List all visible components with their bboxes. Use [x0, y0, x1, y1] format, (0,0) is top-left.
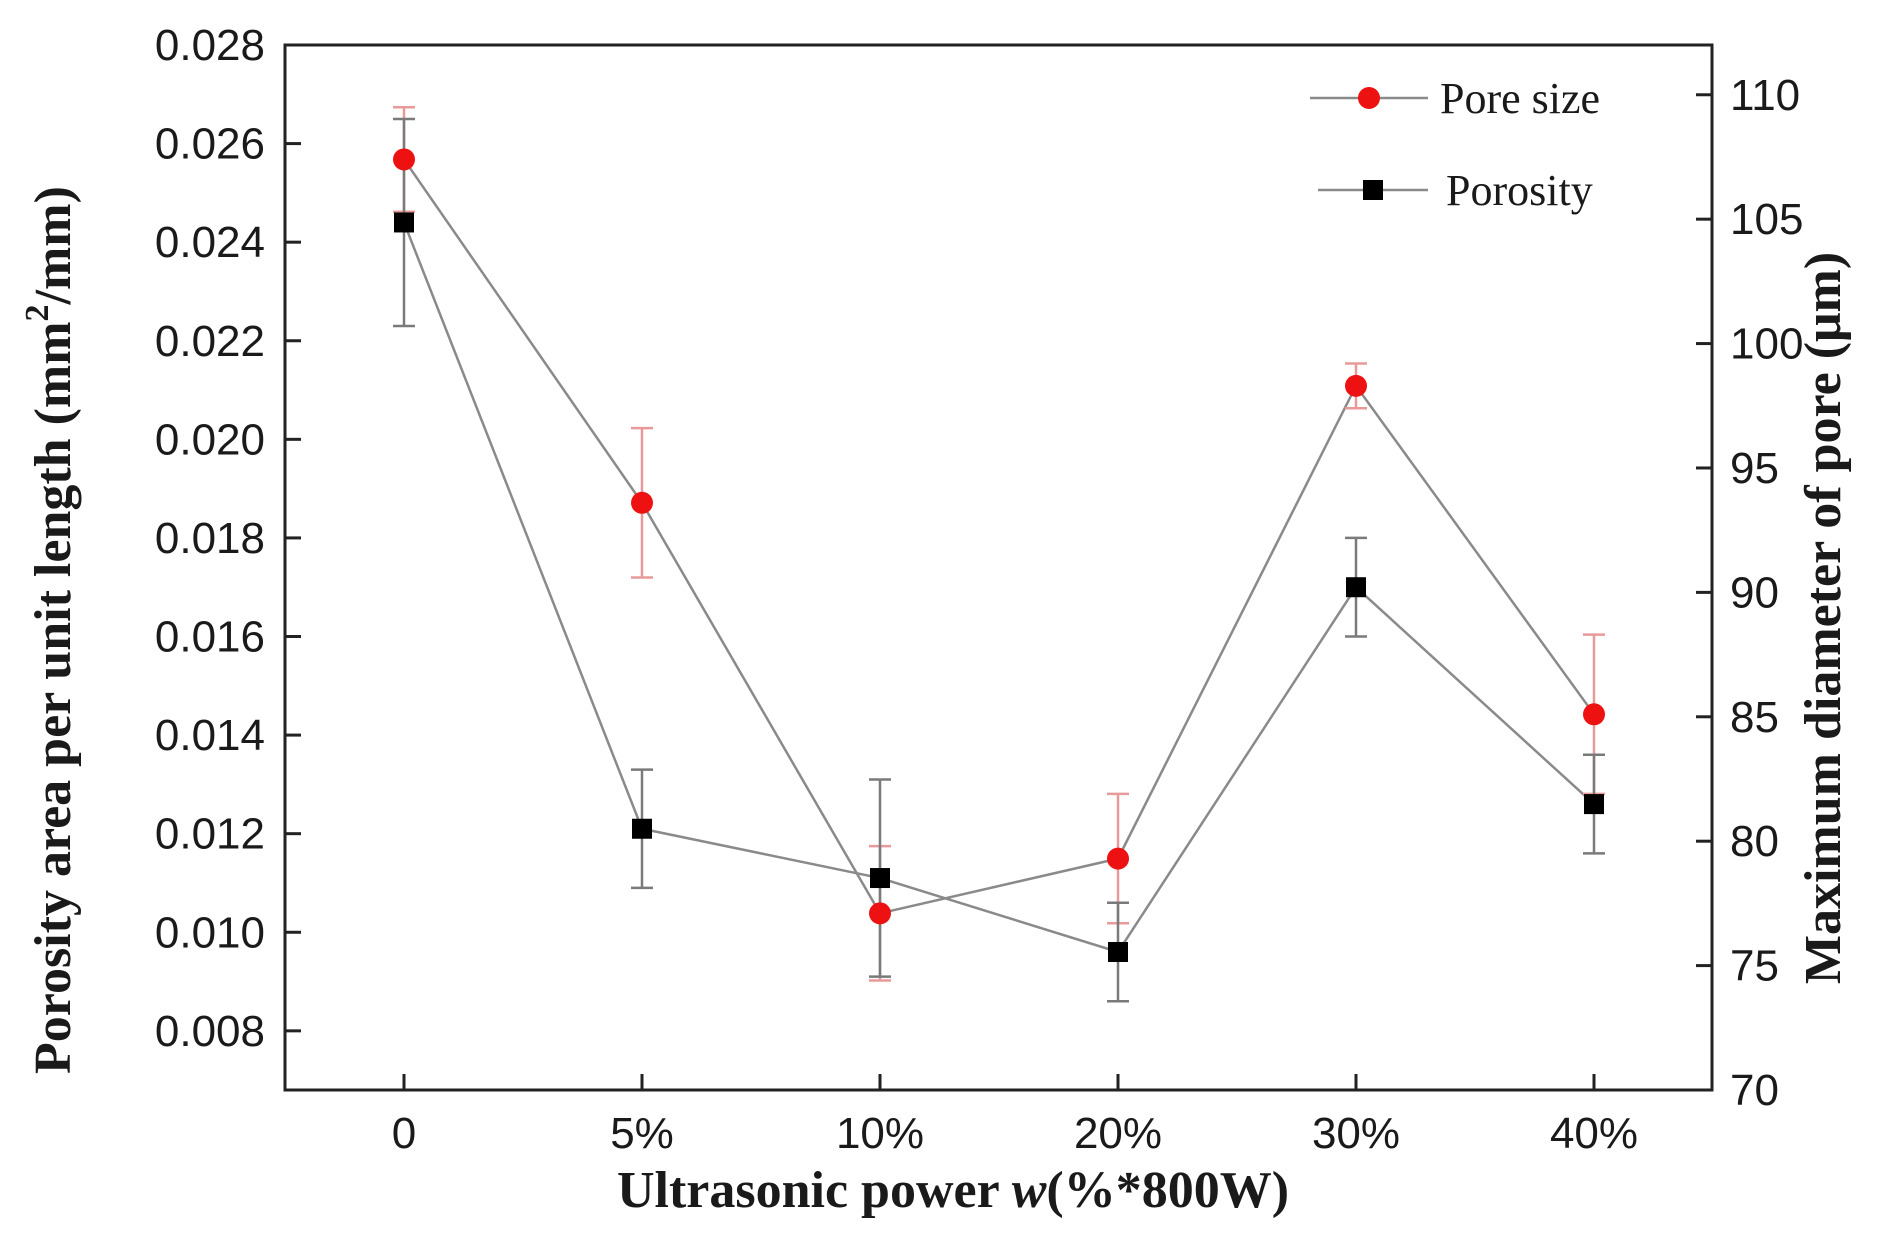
plot-area-border: [283, 43, 1714, 1092]
y-left-tick-label: 0.024: [155, 218, 265, 267]
pore-size-point: [1583, 703, 1605, 726]
plot-frame: [283, 43, 1714, 1092]
x-tick-label: 10%: [836, 1109, 924, 1158]
x-axis-title: Ultrasonic power w(%*800W): [617, 1162, 1289, 1219]
pore-size-point: [869, 902, 891, 925]
y-left-tick-label: 0.026: [155, 120, 265, 169]
error-bars: [393, 105, 1605, 1003]
y-left-tick-label: 0.012: [155, 810, 265, 859]
legend-label: Pore size: [1440, 74, 1600, 123]
y-axis-right-title: Maximum diameter of pore (μm): [1795, 252, 1852, 984]
y-right-tick-label: 110: [1730, 71, 1800, 120]
porosity-point: [870, 868, 890, 889]
legend-label: Porosity: [1446, 166, 1593, 215]
y-right-tick-label: 85: [1730, 693, 1779, 742]
porosity-point: [632, 818, 652, 839]
y-left-tick-label: 0.020: [155, 415, 265, 464]
data-markers: [393, 148, 1605, 962]
y-left-tick-label: 0.022: [155, 317, 265, 366]
y-right-tick-label: 90: [1730, 568, 1779, 617]
series-lines: [402, 158, 1596, 954]
y-right-tick-label: 80: [1730, 817, 1779, 866]
y-right-tick-label: 95: [1730, 444, 1779, 493]
legend-item-porosity: Porosity: [1318, 166, 1593, 215]
y-left-tick-label: 0.008: [155, 1007, 265, 1056]
x-tick-label: 20%: [1074, 1109, 1162, 1158]
pore-size-point: [393, 148, 415, 171]
x-tick-label: 30%: [1312, 1109, 1400, 1158]
legend: Pore size Porosity: [1310, 74, 1600, 215]
y-right-tick-label: 100: [1730, 320, 1803, 369]
y-left-tick-label: 0.010: [155, 908, 265, 957]
y-axis-left-title: Porosity area per unit length (mm2/mm): [19, 186, 82, 1074]
series-line-pore-size: [402, 158, 1596, 915]
x-tick-label: 5%: [610, 1109, 674, 1158]
pore-size-point: [631, 491, 653, 514]
x-tick-label: 0: [392, 1109, 416, 1158]
porosity-point: [1108, 941, 1128, 962]
y-left-tick-label: 0.028: [155, 21, 265, 70]
legend-square-marker: [1363, 180, 1383, 200]
x-tick-label: 40%: [1550, 1109, 1638, 1158]
pore-size-point: [1107, 847, 1129, 870]
y-left-tick-label: 0.018: [155, 514, 265, 563]
y-left-tick-label: 0.014: [155, 711, 265, 760]
legend-item-pore-size: Pore size: [1310, 74, 1600, 123]
series-line-porosity: [402, 221, 1595, 954]
y-right-tick-label: 70: [1730, 1066, 1779, 1115]
y-right-tick-label: 105: [1730, 195, 1803, 244]
y-right-tick-label: 75: [1730, 942, 1779, 991]
y-left-tick-label: 0.016: [155, 613, 265, 662]
axis-ticks: 0.008 0.010 0.012 0.014 0.016 0.018 0.020 0.022…: [155, 21, 1804, 1158]
porosity-point: [394, 212, 414, 233]
pore-size-point: [1345, 374, 1367, 397]
porosity-point: [1584, 794, 1604, 815]
legend-circle-marker: [1358, 87, 1380, 109]
porosity-point: [1346, 577, 1366, 598]
